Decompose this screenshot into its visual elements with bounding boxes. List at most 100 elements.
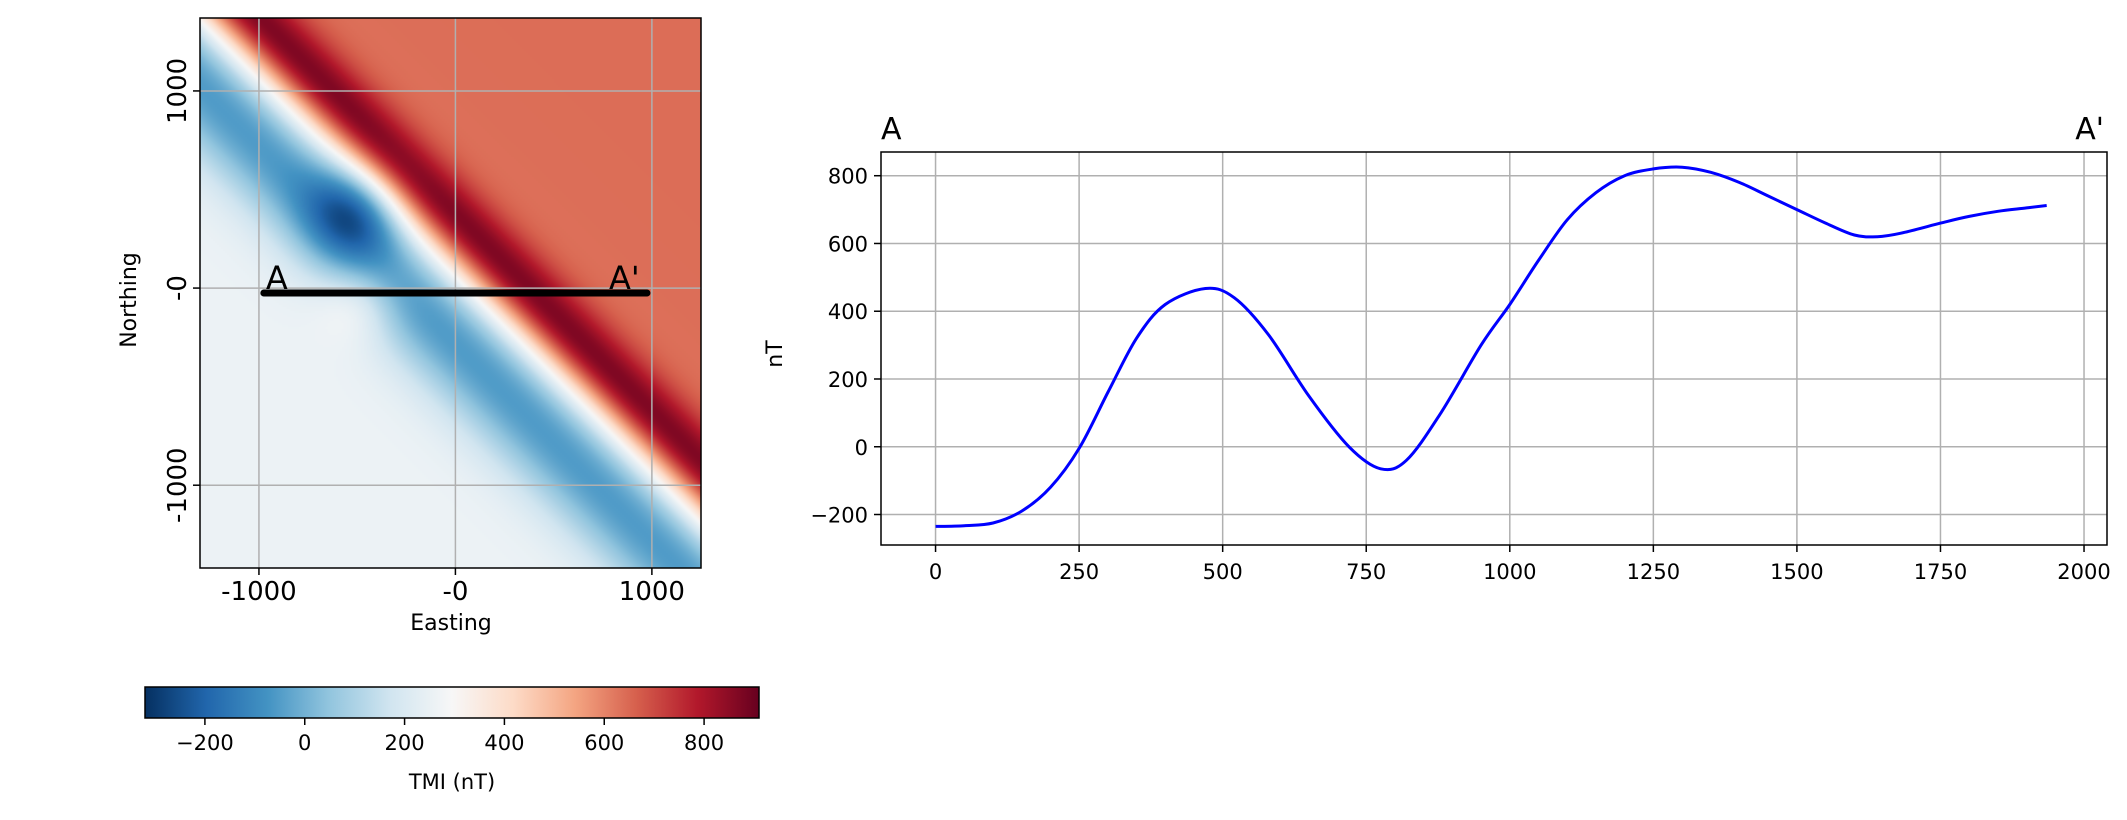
map-x-tick-label: 1000 — [619, 577, 685, 607]
profile-sample-point — [381, 289, 389, 297]
profile-sample-point — [401, 289, 408, 297]
profile-y-axis-label: nT — [763, 340, 788, 368]
colorbar: −200 0 200 400 600 800 TMI (nT) — [144, 686, 760, 794]
profile-y-tick-label: 800 — [828, 165, 868, 189]
profile-sample-point — [388, 289, 395, 297]
profile-y-ticks: −200 0 200 400 600 800 — [810, 165, 881, 528]
profile-sample-point — [445, 289, 453, 297]
profile-x-tick-label: 1000 — [1483, 560, 1536, 584]
profile-sample-point — [528, 289, 536, 297]
profile-sample-point — [554, 289, 561, 297]
profile-sample-point — [260, 289, 268, 297]
colorbar-tick-label: 800 — [684, 731, 724, 755]
profile-sample-point — [516, 289, 523, 297]
profile-sample-point — [522, 289, 529, 297]
profile-sample-point — [567, 289, 574, 297]
profile-gridlines — [881, 152, 2107, 545]
profile-plot-background — [881, 152, 2107, 545]
profile-right-label: A' — [2075, 112, 2104, 147]
profile-sample-point — [592, 289, 600, 297]
profile-sample-point — [599, 289, 606, 297]
profile-sample-point — [464, 289, 472, 297]
profile-sample-point — [490, 289, 497, 297]
profile-sample-point — [369, 289, 376, 297]
map-x-ticks: -1000 -0 1000 — [221, 568, 685, 607]
profile-series-line — [935, 165, 2047, 528]
colorbar-tick-label: 600 — [584, 731, 624, 755]
profile-sample-point — [535, 289, 542, 297]
map-x-axis-label: Easting — [410, 611, 492, 636]
map-y-ticks: -1000 -0 1000 — [163, 58, 200, 523]
profile-sample-point — [573, 289, 580, 297]
colorbar-tick-label: 0 — [298, 731, 311, 755]
profile-sample-point — [509, 289, 517, 297]
map-y-tick-label: -1000 — [163, 447, 193, 523]
profile-sample-point — [298, 289, 306, 297]
profile-sample-point — [324, 289, 331, 297]
profile-sample-point — [624, 289, 632, 297]
map-y-tick-label: -0 — [163, 275, 193, 301]
profile-sample-point — [375, 289, 382, 297]
profile-start-label: A — [266, 259, 288, 297]
colorbar-ticks: −200 0 200 400 600 800 — [176, 718, 724, 755]
profile-sample-point — [611, 289, 619, 297]
profile-left-label: A — [881, 112, 902, 147]
profile-sample-point — [267, 289, 274, 297]
profile-sample-point — [343, 289, 351, 297]
profile-end-label: A' — [609, 259, 640, 297]
profile-sample-point — [407, 289, 414, 297]
colorbar-label: TMI (nT) — [408, 770, 495, 794]
profile-sample-point — [541, 289, 549, 297]
profile-sample-point — [311, 289, 319, 297]
profile-sample-point — [439, 289, 446, 297]
profile-x-tick-label: 500 — [1203, 560, 1243, 584]
tmi-map-panel: A A' -1000 -0 1000 -1000 -0 1000 Easting Nor… — [117, 17, 702, 636]
profile-sample-point — [318, 289, 325, 297]
profile-sample-point — [337, 289, 344, 297]
map-frame — [199, 17, 702, 569]
profile-x-ticks: 0 250 500 750 1000 1250 1500 1750 2000 — [929, 545, 2111, 584]
profile-sample-point — [433, 289, 440, 297]
profile-sample-point — [496, 289, 504, 297]
profile-sample-point — [503, 289, 510, 297]
map-y-tick-label: 1000 — [163, 58, 193, 124]
profile-y-tick-label: −200 — [810, 504, 868, 528]
profile-y-tick-label: 200 — [828, 368, 868, 392]
colorbar-gradient — [144, 686, 760, 719]
profile-plot-panel: 0 250 500 750 1000 1250 1500 1750 2000 −200 0 200 4… — [763, 112, 2111, 584]
map-y-axis-label: Northing — [117, 252, 142, 348]
profile-y-tick-label: 600 — [828, 232, 868, 256]
profile-sample-point — [273, 289, 280, 297]
profile-sample-point — [637, 289, 644, 297]
colorbar-tick-label: −200 — [176, 731, 234, 755]
profile-sample-point — [458, 289, 465, 297]
profile-sample-point — [452, 289, 459, 297]
profile-sample-point — [618, 289, 625, 297]
profile-sample-point — [394, 289, 402, 297]
profile-x-tick-label: 750 — [1346, 560, 1386, 584]
profile-sample-point — [362, 289, 370, 297]
profile-sample-point — [579, 289, 587, 297]
profile-sample-point — [426, 289, 434, 297]
profile-sample-point — [413, 289, 421, 297]
profile-sample-point — [605, 289, 612, 297]
profile-sample-points — [260, 289, 651, 297]
profile-sample-point — [330, 289, 338, 297]
profile-y-tick-label: 400 — [828, 300, 868, 324]
profile-sample-point — [631, 289, 638, 297]
profile-sample-point — [356, 289, 363, 297]
colorbar-tick-label: 200 — [385, 731, 425, 755]
profile-x-tick-label: 2000 — [2057, 560, 2110, 584]
profile-sample-point — [292, 289, 299, 297]
profile-sample-point — [350, 289, 357, 297]
profile-sample-point — [420, 289, 427, 297]
profile-x-tick-label: 250 — [1059, 560, 1099, 584]
profile-sample-point — [286, 289, 293, 297]
profile-x-tick-label: 1500 — [1770, 560, 1823, 584]
map-x-tick-label: -1000 — [221, 577, 297, 607]
profile-sample-point — [643, 289, 651, 297]
profile-sample-point — [547, 289, 555, 297]
profile-sample-point — [484, 289, 491, 297]
profile-x-tick-label: 1750 — [1914, 560, 1967, 584]
